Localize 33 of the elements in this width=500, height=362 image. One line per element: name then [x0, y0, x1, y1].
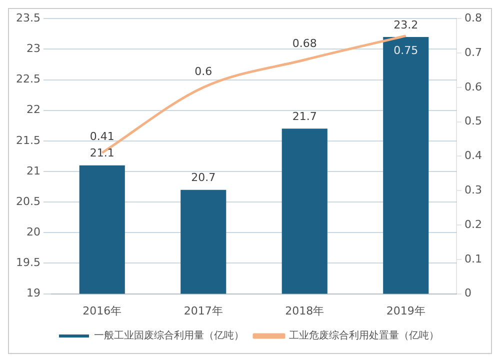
x-tick-label: 2018年 [285, 304, 324, 318]
y-tick-label: 23.5 [16, 11, 40, 24]
y2-tick-label: 0.3 [464, 183, 482, 196]
y2-tick-label: 0.4 [464, 149, 482, 162]
y2-tick-label: 0.5 [464, 114, 482, 128]
x-tick-label: 2016年 [82, 304, 122, 318]
y-tick-label: 23 [26, 42, 40, 56]
y2-tick-label: 0 [464, 286, 472, 300]
y-tick-label: 21 [26, 164, 40, 178]
data-label: 23.2 [394, 18, 418, 32]
data-label: 21.7 [292, 110, 317, 124]
x-tick-label: 2017年 [184, 304, 223, 318]
y2-tick-label: 0.7 [464, 46, 482, 59]
y-tick-label: 19 [26, 286, 40, 300]
data-label: 0.6 [194, 64, 212, 78]
y-tick-label: 20.5 [16, 194, 40, 208]
x-tick-label: 2019年 [386, 304, 426, 318]
y2-tick-label: 0.8 [464, 11, 482, 24]
data-label: 21.1 [90, 146, 114, 160]
y2-tick-label: 0.1 [464, 252, 482, 266]
y2-tick-label: 0.6 [464, 80, 482, 94]
legend-label: 工业危废综合利用处置量（亿吨） [289, 330, 439, 342]
y-tick-label: 22 [26, 103, 40, 116]
legend-label: 一般工业固废综合利用量（亿吨） [94, 330, 244, 342]
data-label: 0.41 [90, 130, 114, 144]
y-tick-label: 20 [26, 226, 40, 239]
data-label: 20.7 [191, 171, 216, 184]
y-tick-label: 19.5 [16, 256, 40, 270]
y-tick-label: 22.5 [16, 72, 40, 86]
data-label: 0.75 [394, 44, 418, 58]
y-tick-label: 21.5 [16, 134, 40, 147]
y2-tick-label: 0.2 [464, 218, 482, 231]
data-label: 0.68 [292, 37, 317, 50]
